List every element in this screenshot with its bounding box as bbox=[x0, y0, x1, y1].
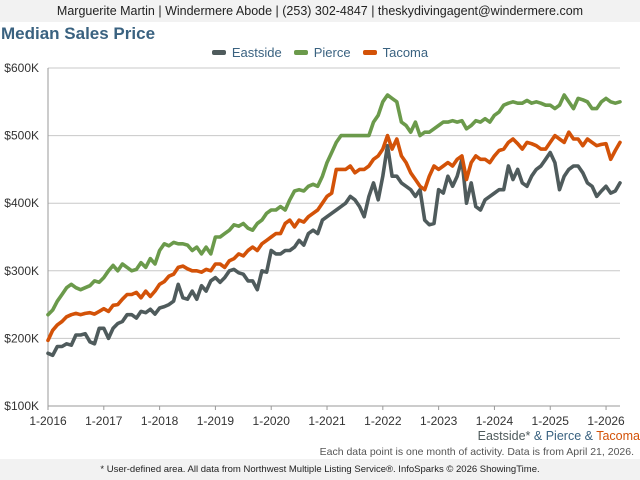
y-tick-label: $500K bbox=[4, 129, 39, 143]
line-chart: $100K $200K $300K $400K $500K $600K 1-2016 1-20… bbox=[4, 61, 625, 428]
series-line-eastside[interactable] bbox=[46, 143, 622, 358]
area-separator: & bbox=[530, 429, 546, 443]
legend-swatch-tacoma bbox=[362, 50, 377, 55]
gridlines bbox=[48, 67, 620, 407]
header-bar bbox=[0, 0, 640, 22]
y-tick-label: $600K bbox=[4, 61, 39, 75]
data-note: Each data point is one month of activity… bbox=[319, 446, 634, 458]
area-label-eastside: Eastside* bbox=[477, 429, 531, 443]
legend-label-tacoma: Tacoma bbox=[382, 45, 429, 60]
x-tick-label: 1-2020 bbox=[253, 414, 291, 428]
y-tick-label: $100K bbox=[4, 399, 39, 413]
area-separator: & bbox=[581, 429, 597, 443]
data-disclaimer: * User-defined area. All data from North… bbox=[100, 464, 540, 475]
y-tick-label: $200K bbox=[4, 331, 39, 345]
x-tick-label: 1-2023 bbox=[420, 414, 458, 428]
agent-contact-info: Marguerite Martin | Windermere Abode | (… bbox=[56, 4, 584, 18]
area-label-tacoma: Tacoma bbox=[596, 429, 640, 443]
x-tick-label: 1-2017 bbox=[85, 414, 123, 428]
legend-item-tacoma[interactable]: Tacoma bbox=[362, 45, 429, 60]
x-tick-label: 1-2021 bbox=[308, 414, 346, 428]
axes: $100K $200K $300K $400K $500K $600K 1-2016 1-20… bbox=[4, 61, 625, 428]
legend-item-pierce[interactable]: Pierce bbox=[293, 45, 351, 60]
x-tick-label: 1-2019 bbox=[197, 414, 235, 428]
chart-title: Median Sales Price bbox=[1, 24, 156, 43]
footer-bar bbox=[0, 459, 640, 480]
legend-label-pierce: Pierce bbox=[313, 45, 351, 60]
legend-swatch-pierce bbox=[293, 50, 308, 55]
series-lines bbox=[46, 93, 622, 358]
x-tick-label: 1-2022 bbox=[364, 414, 402, 428]
series-line-tacoma[interactable] bbox=[46, 130, 622, 343]
legend-item-eastside[interactable]: Eastside bbox=[211, 45, 282, 60]
x-tick-label: 1-2026 bbox=[587, 414, 625, 428]
area-labels: Eastside* & Pierce & Tacoma bbox=[300, 429, 640, 443]
area-label-pierce: Pierce bbox=[545, 429, 582, 443]
x-tick-label: 1-2016 bbox=[29, 414, 67, 428]
x-tick-label: 1-2018 bbox=[141, 414, 179, 428]
x-tick-label: 1-2024 bbox=[476, 414, 514, 428]
chart-legend: Eastside Pierce Tacoma bbox=[0, 45, 640, 60]
y-tick-label: $400K bbox=[4, 196, 39, 210]
y-tick-label: $300K bbox=[4, 264, 39, 278]
legend-label-eastside: Eastside bbox=[231, 45, 282, 60]
x-tick-label: 1-2025 bbox=[532, 414, 570, 428]
series-line-pierce[interactable] bbox=[46, 93, 622, 317]
legend-swatch-eastside bbox=[211, 50, 226, 55]
